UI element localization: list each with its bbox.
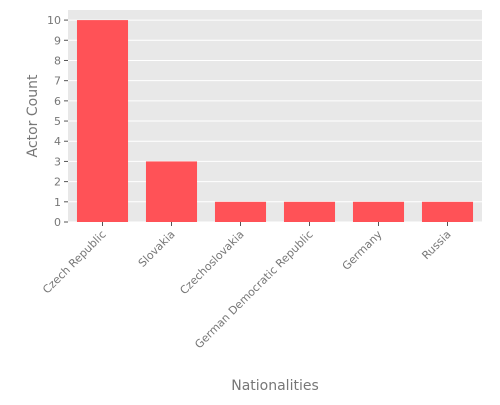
x-axis-label: Nationalities xyxy=(231,378,319,394)
y-tick-label: 2 xyxy=(54,176,61,189)
y-axis-ticks: 0 1 2 3 4 5 6 7 8 9 10 xyxy=(47,14,68,229)
x-tick-label: Germany xyxy=(340,228,385,273)
x-tick-label: Russia xyxy=(419,228,453,262)
bars xyxy=(76,20,474,222)
y-tick-label: 3 xyxy=(54,155,61,168)
bar-slovakia xyxy=(145,161,198,222)
grid-lines xyxy=(68,19,482,223)
y-axis-label: Actor Count xyxy=(25,74,41,157)
y-tick-label: 10 xyxy=(47,14,61,27)
y-tick-label: 7 xyxy=(54,75,61,88)
bar-czechoslovakia xyxy=(214,201,267,222)
y-tick-label: 0 xyxy=(54,216,61,229)
y-tick-label: 5 xyxy=(54,115,61,128)
x-tick-label: Slovakia xyxy=(136,228,178,270)
x-tick-label: Czechoslovakia xyxy=(177,228,246,297)
y-tick-label: 9 xyxy=(54,34,61,47)
x-tick-label: German Democratic Republic xyxy=(192,228,315,351)
y-tick-label: 6 xyxy=(54,95,61,108)
bar-czech-republic xyxy=(76,20,129,222)
x-axis-ticks: Czech Republic Slovakia CzechoslovakiaGerm… xyxy=(40,222,454,351)
plot-area xyxy=(68,10,482,222)
y-tick-label: 1 xyxy=(54,196,61,209)
y-tick-label: 4 xyxy=(54,135,61,148)
bar-russia xyxy=(421,201,474,222)
bar-german-democratic-republic xyxy=(283,201,336,222)
y-tick-label: 8 xyxy=(54,54,61,67)
x-tick-label: Czech Republic xyxy=(40,228,108,296)
bar-germany xyxy=(352,201,405,222)
